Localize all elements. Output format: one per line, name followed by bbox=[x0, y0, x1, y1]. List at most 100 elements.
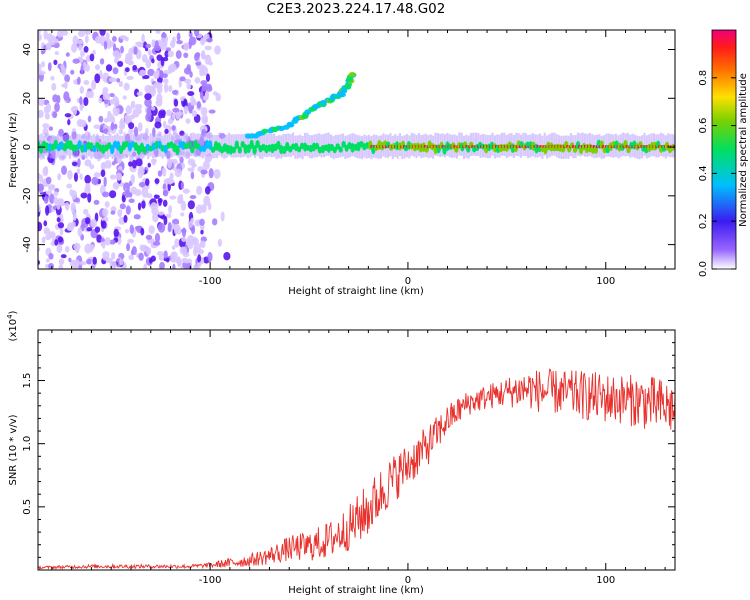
noise-speckle bbox=[94, 226, 101, 233]
noise-speckle bbox=[92, 256, 97, 265]
noise-speckle bbox=[214, 45, 221, 55]
noise-speckle bbox=[172, 89, 179, 95]
noise-speckle bbox=[187, 200, 195, 210]
noise-speckle bbox=[103, 118, 110, 123]
noise-speckle bbox=[99, 58, 105, 65]
noise-speckle bbox=[133, 46, 138, 55]
noise-speckle bbox=[102, 208, 109, 217]
noise-speckle bbox=[213, 168, 221, 179]
carrier-core bbox=[637, 145, 640, 149]
noise-speckle bbox=[94, 64, 101, 71]
noise-speckle bbox=[104, 160, 112, 169]
noise-speckle bbox=[143, 263, 148, 269]
noise-speckle bbox=[117, 60, 124, 68]
noise-speckle bbox=[56, 203, 61, 210]
noise-speckle bbox=[104, 237, 111, 246]
snr-plot-area bbox=[38, 368, 675, 570]
noise-speckle bbox=[158, 211, 165, 216]
noise-speckle bbox=[72, 259, 80, 267]
noise-speckle bbox=[141, 54, 148, 63]
noise-speckle bbox=[212, 218, 218, 226]
noise-speckle bbox=[83, 96, 89, 107]
noise-speckle bbox=[90, 218, 97, 228]
noise-speckle bbox=[136, 91, 143, 97]
noise-speckle bbox=[113, 97, 120, 107]
heatmap-y-tick-label: -40 bbox=[22, 236, 33, 252]
noise-speckle bbox=[161, 167, 167, 177]
noise-speckle bbox=[89, 90, 94, 99]
colorbar-tick-label: 0.0 bbox=[698, 261, 709, 277]
carrier-core bbox=[515, 145, 518, 149]
noise-speckle bbox=[165, 257, 170, 263]
noise-speckle bbox=[128, 161, 133, 167]
noise-speckle bbox=[203, 33, 210, 39]
noise-speckle bbox=[167, 50, 174, 58]
noise-speckle bbox=[41, 236, 46, 244]
noise-speckle bbox=[124, 229, 129, 234]
noise-speckle bbox=[52, 111, 58, 119]
noise-speckle bbox=[188, 108, 193, 114]
noise-speckle bbox=[38, 63, 42, 73]
noise-speckle bbox=[142, 74, 150, 80]
carrier-halo bbox=[474, 132, 477, 156]
noise-speckle bbox=[154, 194, 160, 199]
noise-speckle bbox=[152, 212, 159, 223]
carrier-halo bbox=[579, 133, 582, 157]
noise-speckle bbox=[148, 225, 155, 234]
noise-speckle bbox=[112, 67, 119, 75]
noise-speckle bbox=[48, 262, 54, 269]
noise-speckle bbox=[135, 158, 143, 167]
noise-speckle bbox=[200, 229, 204, 235]
noise-speckle bbox=[170, 257, 178, 263]
heatmap-plot-area bbox=[38, 30, 675, 269]
branch-blob bbox=[261, 128, 269, 134]
noise-speckle bbox=[152, 127, 156, 138]
noise-speckle bbox=[80, 192, 88, 199]
carrier-halo bbox=[282, 133, 285, 158]
noise-speckle bbox=[136, 41, 144, 48]
branch-blob bbox=[287, 122, 295, 128]
noise-speckle bbox=[123, 214, 128, 223]
noise-speckle bbox=[112, 43, 117, 53]
noise-speckle bbox=[93, 199, 100, 205]
noise-speckle bbox=[174, 168, 182, 178]
carrier-halo bbox=[325, 132, 328, 157]
carrier-core bbox=[622, 145, 625, 149]
noise-speckle bbox=[103, 99, 109, 105]
noise-speckle bbox=[194, 220, 201, 227]
noise-speckle bbox=[66, 183, 73, 189]
noise-speckle bbox=[112, 50, 120, 58]
noise-speckle bbox=[195, 61, 202, 66]
noise-speckle bbox=[45, 205, 50, 216]
noise-speckle bbox=[70, 202, 76, 213]
noise-speckle bbox=[111, 252, 116, 260]
noise-speckle bbox=[179, 246, 187, 255]
noise-speckle bbox=[47, 62, 52, 72]
noise-speckle bbox=[204, 54, 212, 65]
noise-speckle bbox=[197, 248, 204, 255]
noise-speckle bbox=[122, 95, 127, 100]
colorbar-ticks: 0.0 0.2 0.4 0.6 0.8 bbox=[698, 70, 736, 277]
noise-speckle bbox=[84, 217, 91, 225]
noise-speckle bbox=[204, 45, 212, 51]
noise-speckle bbox=[137, 122, 143, 132]
noise-speckle bbox=[38, 204, 41, 213]
noise-speckle bbox=[163, 83, 169, 93]
noise-speckle bbox=[197, 254, 202, 263]
carrier-halo bbox=[500, 132, 504, 156]
noise-speckle bbox=[181, 236, 187, 242]
noise-speckle bbox=[104, 201, 110, 208]
carrier-halo bbox=[175, 132, 178, 156]
noise-speckle bbox=[102, 92, 111, 101]
noise-speckle bbox=[134, 103, 143, 110]
noise-speckle bbox=[121, 194, 126, 203]
heatmap-frame bbox=[37, 29, 676, 270]
carrier-segment bbox=[228, 145, 234, 155]
noise-speckle bbox=[199, 218, 205, 226]
noise-speckle bbox=[54, 102, 60, 113]
carrier-core bbox=[370, 145, 373, 149]
noise-speckle bbox=[64, 245, 70, 253]
noise-speckle bbox=[128, 198, 135, 204]
snr-series-line bbox=[38, 368, 675, 570]
